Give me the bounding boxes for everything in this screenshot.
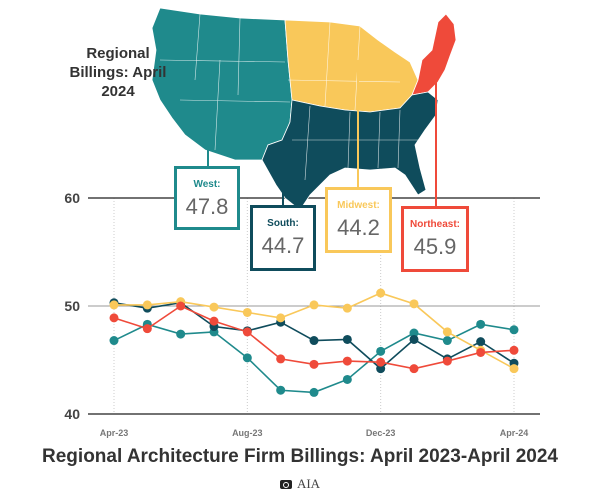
data-point — [509, 364, 519, 374]
callout-label: South: — [267, 218, 299, 229]
data-point — [209, 316, 219, 326]
data-point — [476, 347, 486, 357]
chart-title: Regional Architecture Firm Billings: Apr… — [42, 446, 558, 467]
map-region-midwest — [284, 19, 419, 113]
data-point — [476, 319, 486, 329]
callout-northeast: Northeast: 45.9 — [401, 206, 469, 272]
series-line — [113, 323, 515, 394]
callout-west: West: 47.8 — [174, 166, 240, 230]
data-point — [409, 334, 419, 344]
map-region-northeast — [411, 13, 457, 96]
data-point — [342, 374, 352, 384]
photo-credit: AIA — [0, 476, 600, 492]
data-point — [276, 354, 286, 364]
callout-midwest: Midwest: 44.2 — [325, 187, 392, 253]
series-northeast — [109, 301, 519, 374]
data-point — [342, 334, 352, 344]
data-point — [109, 300, 119, 310]
data-point — [242, 307, 252, 317]
data-point — [242, 327, 252, 337]
map-region-south — [261, 91, 439, 211]
us-map — [151, 7, 457, 211]
camera-icon — [279, 480, 292, 489]
data-point — [342, 303, 352, 313]
data-point — [309, 300, 319, 310]
data-point — [109, 313, 119, 323]
data-point — [442, 336, 452, 346]
data-point — [176, 329, 186, 339]
data-point — [409, 364, 419, 374]
data-point — [209, 302, 219, 312]
data-point — [142, 300, 152, 310]
callout-value: 45.9 — [413, 234, 457, 259]
data-point — [309, 359, 319, 369]
callout-label: Northeast: — [409, 219, 460, 230]
data-point — [409, 299, 419, 309]
series-west — [109, 319, 519, 397]
callout-south: South: 44.7 — [250, 205, 316, 271]
y-tick-label: 60 — [64, 190, 80, 206]
data-point — [376, 288, 386, 298]
data-point — [409, 328, 419, 338]
x-tick-label: Apr-23 — [100, 428, 129, 438]
data-point — [342, 356, 352, 366]
data-point — [176, 301, 186, 311]
data-point — [276, 313, 286, 323]
callout-value: 44.7 — [261, 233, 305, 258]
x-tick-label: Dec-23 — [366, 428, 396, 438]
callout-label: Midwest: — [337, 200, 380, 211]
x-tick-label: Apr-24 — [500, 428, 529, 438]
data-point — [309, 336, 319, 346]
callout-value: 47.8 — [185, 194, 229, 219]
callout-value: 44.2 — [337, 215, 380, 240]
x-tick-label: Aug-23 — [232, 428, 263, 438]
data-point — [109, 336, 119, 346]
data-point — [509, 345, 519, 355]
y-tick-label: 50 — [64, 298, 80, 314]
data-point — [509, 325, 519, 335]
data-point — [442, 356, 452, 366]
credit-text: AIA — [296, 476, 321, 491]
data-point — [309, 387, 319, 397]
data-point — [242, 353, 252, 363]
map-title: Regional Billings: April 2024 — [69, 45, 167, 100]
data-point — [376, 364, 386, 374]
data-point — [142, 324, 152, 334]
data-point — [376, 346, 386, 356]
callout-label: West: — [193, 179, 221, 190]
y-tick-label: 40 — [64, 406, 80, 422]
data-point — [442, 327, 452, 337]
data-point — [376, 357, 386, 367]
data-point — [476, 337, 486, 347]
map-region-west — [151, 7, 293, 161]
data-point — [276, 385, 286, 395]
